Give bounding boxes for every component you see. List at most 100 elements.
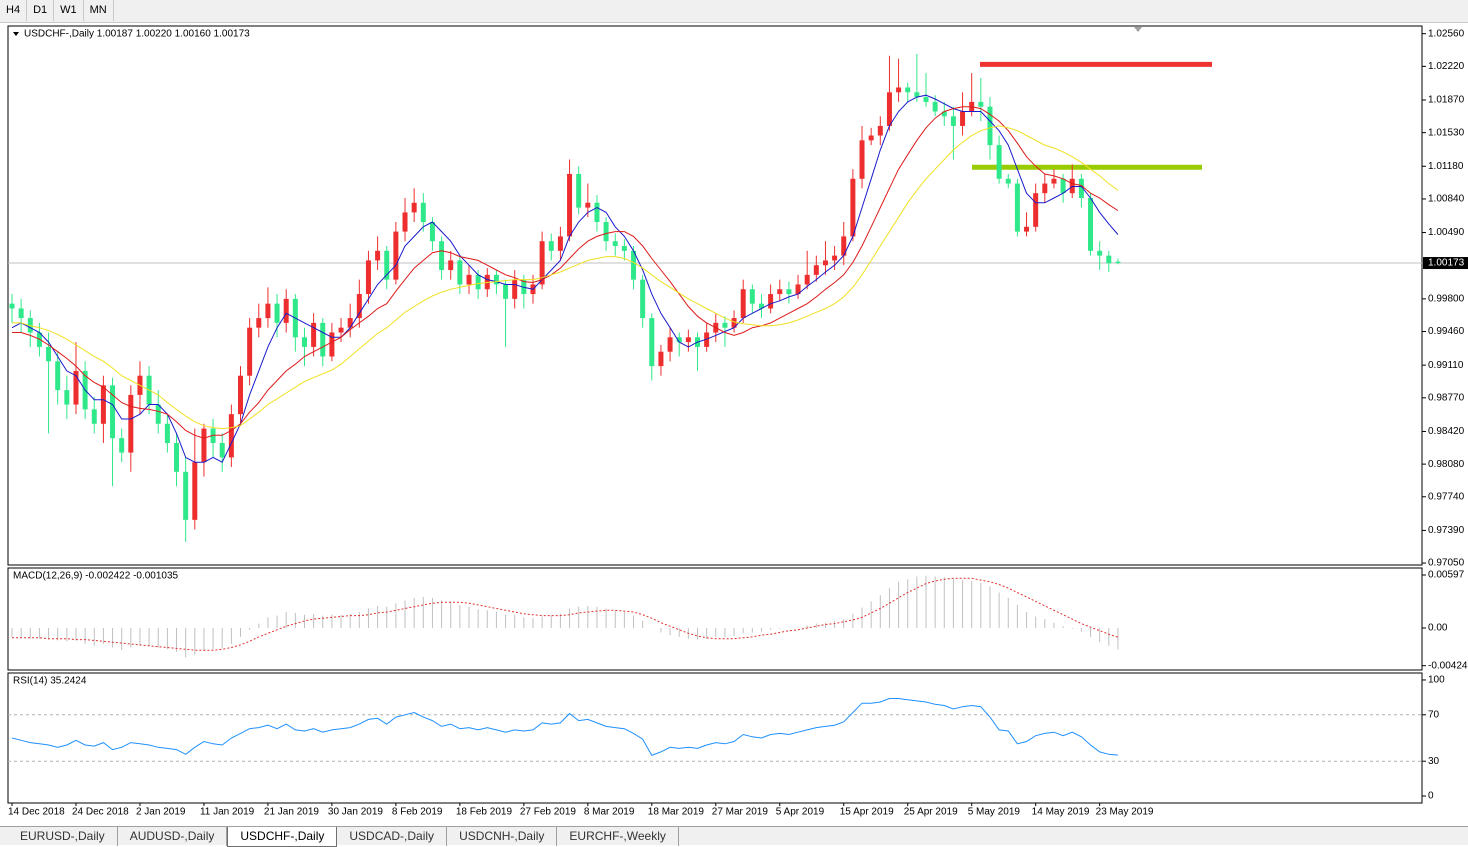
x-tick-label: 30 Jan 2019 — [328, 807, 383, 818]
candle-body — [621, 246, 627, 251]
candle-body — [402, 212, 408, 232]
x-tick-label: 23 May 2019 — [1096, 807, 1154, 818]
timeframe-button[interactable]: W1 — [54, 0, 84, 21]
chart-tabs: EURUSD-,Daily AUDUSD-,Daily USDCHF-,Daily U… — [0, 826, 1468, 847]
candle-body — [475, 274, 481, 290]
timeframe-button[interactable]: MN — [84, 0, 114, 21]
candle-body — [877, 125, 883, 136]
candle-body — [841, 236, 847, 256]
candle-body — [329, 332, 335, 357]
candle-body — [420, 202, 426, 222]
candle-body — [164, 423, 170, 443]
x-tick-label: 5 Apr 2019 — [776, 807, 825, 818]
timeframe-button[interactable]: H4 — [0, 0, 28, 21]
candle-body — [932, 101, 938, 112]
moving-average — [12, 106, 1119, 439]
candle-body — [649, 318, 655, 367]
y-tick-label: 0.98770 — [1428, 392, 1465, 403]
candle-body — [128, 394, 134, 453]
panel-title: USDCHF-,Daily 1.00187 1.00220 1.00160 1.… — [24, 29, 250, 40]
candle-body — [777, 289, 783, 295]
timeframe-toolbar: H4 D1 W1 MN — [0, 0, 1468, 23]
y-tick-label: 0.99110 — [1428, 360, 1464, 371]
y-tick-label: 100 — [1428, 675, 1445, 686]
y-tick-label: -0.004243 — [1428, 660, 1468, 671]
candle-body — [192, 462, 198, 520]
moving-average — [12, 125, 1119, 430]
x-tick-label: 8 Feb 2019 — [392, 807, 443, 818]
y-tick-label: 1.01530 — [1428, 127, 1465, 138]
y-tick-label: 0.00597 — [1428, 570, 1465, 581]
candle-body — [914, 92, 920, 98]
candle-body — [183, 471, 189, 520]
y-tick-label: 0.00 — [1428, 623, 1448, 634]
chart-tab[interactable]: EURCHF-,Weekly — [557, 827, 679, 846]
y-tick-label: 0 — [1428, 791, 1434, 802]
candle-body — [347, 318, 353, 328]
candle-body — [640, 279, 646, 319]
candle-body — [201, 428, 207, 463]
x-tick-label: 21 Jan 2019 — [264, 807, 319, 818]
candle-body — [301, 337, 307, 347]
candle-body — [1060, 178, 1066, 194]
candle-body — [283, 298, 289, 323]
y-tick-label: 0.98080 — [1428, 459, 1465, 470]
y-tick-label: 0.99800 — [1428, 294, 1465, 305]
candle-body — [311, 322, 317, 347]
chart-tab[interactable]: EURUSD-,Daily — [8, 827, 118, 846]
candle-body — [73, 370, 79, 405]
candle-body — [1106, 255, 1112, 264]
y-tick-label: 0.99460 — [1428, 326, 1465, 337]
candle-body — [658, 351, 664, 367]
candle-body — [1078, 178, 1084, 198]
x-tick-label: 25 Apr 2019 — [904, 807, 958, 818]
candle-body — [987, 106, 993, 146]
y-tick-label: 0.98420 — [1428, 426, 1465, 437]
candle-body — [822, 260, 828, 266]
candle-body — [1033, 193, 1039, 227]
candle-body — [320, 322, 326, 357]
y-tick-label: 1.00840 — [1428, 194, 1465, 205]
candle-body — [786, 289, 792, 295]
candle-body — [758, 303, 764, 309]
candle-body — [868, 135, 874, 141]
candle-body — [539, 241, 545, 285]
chart-tab[interactable]: AUDUSD-,Daily — [118, 827, 228, 846]
candle-body — [1088, 197, 1094, 251]
y-tick-label: 1.00490 — [1428, 227, 1465, 238]
x-tick-label: 24 Dec 2018 — [72, 807, 129, 818]
chart-tab[interactable]: USDCNH-,Daily — [447, 827, 558, 846]
x-tick-label: 14 Dec 2018 — [8, 807, 65, 818]
candle-body — [886, 92, 892, 126]
shift-marker — [1134, 27, 1142, 32]
panel-title: RSI(14) 35.2424 — [13, 676, 87, 687]
chart-tab[interactable]: USDCAD-,Daily — [337, 827, 448, 846]
candle-body — [850, 178, 856, 237]
rsi-line — [11, 698, 1118, 757]
candle-body — [503, 284, 509, 299]
candle-body — [557, 236, 563, 251]
candle-body — [676, 337, 682, 343]
candle-body — [247, 327, 253, 376]
candle-body — [356, 294, 362, 319]
menu-arrow — [13, 32, 19, 36]
y-tick-label: 30 — [1428, 756, 1440, 767]
candle-body — [1115, 261, 1121, 264]
candle-body — [512, 279, 518, 299]
candle-body — [384, 250, 390, 280]
candle-body — [493, 274, 499, 285]
x-tick-label: 15 Apr 2019 — [840, 807, 894, 818]
candle-body — [548, 241, 554, 251]
x-tick-label: 27 Feb 2019 — [520, 807, 577, 818]
candle-body — [896, 87, 902, 93]
candle-body — [365, 260, 371, 295]
candle-body — [411, 202, 417, 213]
timeframe-button[interactable]: D1 — [27, 0, 55, 21]
candle-body — [804, 274, 810, 285]
x-tick-label: 14 May 2019 — [1032, 807, 1090, 818]
chart-tab[interactable]: USDCHF-,Daily — [227, 827, 338, 847]
candle-body — [439, 241, 445, 271]
x-tick-label: 27 Mar 2019 — [712, 807, 769, 818]
candle-body — [731, 318, 737, 328]
current-price-label: 1.00173 — [1428, 258, 1465, 269]
